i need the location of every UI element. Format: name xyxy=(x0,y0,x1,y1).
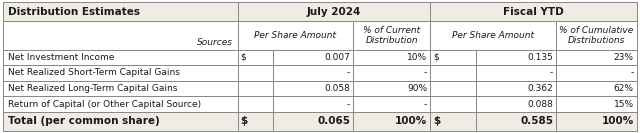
Bar xyxy=(556,81,637,96)
Text: 0.007: 0.007 xyxy=(324,53,350,62)
Bar xyxy=(556,65,637,81)
Text: 23%: 23% xyxy=(614,53,634,62)
Text: -: - xyxy=(424,100,427,109)
Bar xyxy=(476,112,556,131)
Text: 0.585: 0.585 xyxy=(520,117,553,126)
Text: 0.088: 0.088 xyxy=(527,100,553,109)
Text: Total (per common share): Total (per common share) xyxy=(8,117,159,126)
Text: 15%: 15% xyxy=(614,100,634,109)
Text: Per Share Amount: Per Share Amount xyxy=(452,31,534,40)
Text: 100%: 100% xyxy=(602,117,634,126)
Bar xyxy=(3,21,237,49)
Bar xyxy=(3,65,237,81)
Bar xyxy=(430,112,476,131)
Bar xyxy=(430,81,476,96)
Bar xyxy=(3,112,237,131)
Bar xyxy=(237,65,273,81)
Text: 100%: 100% xyxy=(395,117,427,126)
Bar xyxy=(273,49,353,65)
Text: 62%: 62% xyxy=(614,84,634,93)
Bar xyxy=(237,21,353,49)
Text: $: $ xyxy=(240,53,246,62)
Bar xyxy=(430,49,476,65)
Text: 0.065: 0.065 xyxy=(317,117,350,126)
Text: Return of Capital (or Other Capital Source): Return of Capital (or Other Capital Sour… xyxy=(8,100,201,109)
Bar xyxy=(353,96,430,112)
Bar xyxy=(3,2,237,21)
Bar xyxy=(353,21,430,49)
Text: Sources: Sources xyxy=(197,38,233,47)
Bar xyxy=(430,65,476,81)
Text: 10%: 10% xyxy=(407,53,427,62)
Bar xyxy=(556,96,637,112)
Text: 0.362: 0.362 xyxy=(527,84,553,93)
Bar xyxy=(273,96,353,112)
Text: 90%: 90% xyxy=(407,84,427,93)
Bar xyxy=(3,96,237,112)
Text: -: - xyxy=(347,68,350,77)
Text: Per Share Amount: Per Share Amount xyxy=(255,31,337,40)
Bar xyxy=(430,2,637,21)
Bar xyxy=(430,96,476,112)
Bar xyxy=(273,112,353,131)
Bar xyxy=(476,96,556,112)
Text: $: $ xyxy=(433,117,440,126)
Text: Net Realized Short-Term Capital Gains: Net Realized Short-Term Capital Gains xyxy=(8,68,180,77)
Text: $: $ xyxy=(433,53,438,62)
Text: -: - xyxy=(550,68,553,77)
Text: -: - xyxy=(424,68,427,77)
Bar xyxy=(556,21,637,49)
Bar xyxy=(476,65,556,81)
Bar xyxy=(476,81,556,96)
Bar xyxy=(476,49,556,65)
Bar xyxy=(273,81,353,96)
Bar xyxy=(3,81,237,96)
Text: % of Cumulative
Distributions: % of Cumulative Distributions xyxy=(559,26,634,45)
Bar xyxy=(237,2,430,21)
Text: % of Current
Distribution: % of Current Distribution xyxy=(363,26,420,45)
Text: Distribution Estimates: Distribution Estimates xyxy=(8,7,140,16)
Bar xyxy=(430,21,556,49)
Text: Net Realized Long-Term Capital Gains: Net Realized Long-Term Capital Gains xyxy=(8,84,177,93)
Bar xyxy=(556,49,637,65)
Bar xyxy=(273,65,353,81)
Bar xyxy=(353,65,430,81)
Text: Net Investment Income: Net Investment Income xyxy=(8,53,114,62)
Text: -: - xyxy=(630,68,634,77)
Text: 0.058: 0.058 xyxy=(324,84,350,93)
Text: July 2024: July 2024 xyxy=(307,7,361,16)
Bar xyxy=(353,49,430,65)
Bar xyxy=(556,112,637,131)
Bar xyxy=(353,112,430,131)
Text: -: - xyxy=(347,100,350,109)
Text: $: $ xyxy=(240,117,248,126)
Bar xyxy=(3,2,637,21)
Bar xyxy=(237,96,273,112)
Bar xyxy=(237,112,273,131)
Bar xyxy=(353,81,430,96)
Text: Fiscal YTD: Fiscal YTD xyxy=(503,7,564,16)
Bar xyxy=(3,49,237,65)
Bar xyxy=(237,49,273,65)
Bar xyxy=(237,81,273,96)
Text: 0.135: 0.135 xyxy=(527,53,553,62)
